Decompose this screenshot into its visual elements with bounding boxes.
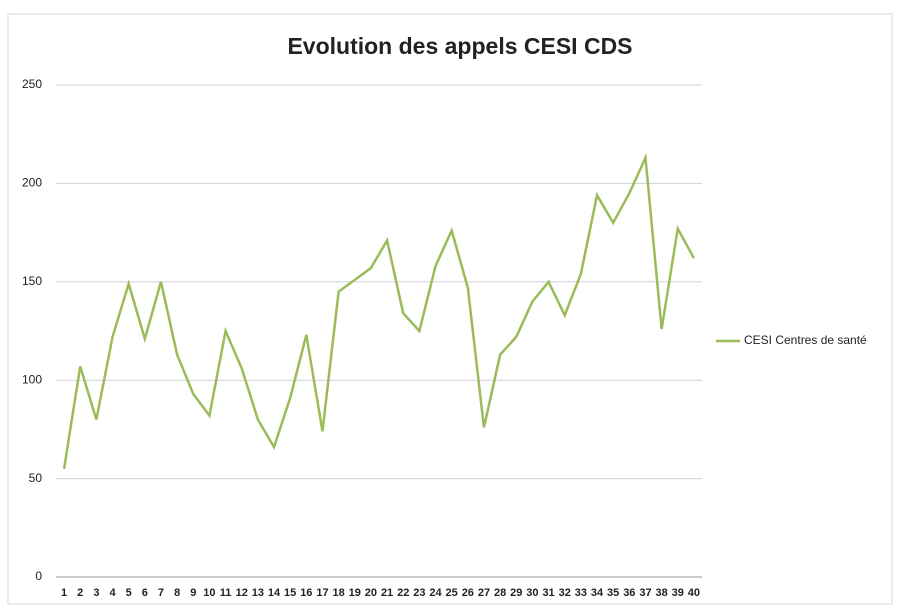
x-tick-label: 36 [623, 587, 635, 599]
x-tick-label: 19 [349, 587, 361, 599]
y-tick-label: 150 [22, 274, 42, 288]
x-tick-label: 3 [93, 587, 99, 599]
data-line [62, 153, 696, 469]
x-tick-label: 37 [639, 587, 651, 599]
y-tick-label: 200 [22, 176, 42, 190]
x-tick-label: 4 [109, 587, 116, 599]
x-tick-label: 1 [61, 587, 67, 599]
x-tick-label: 32 [559, 587, 571, 599]
x-tick-label: 28 [494, 587, 506, 599]
x-tick-label: 10 [203, 587, 215, 599]
x-tick-label: 23 [413, 587, 425, 599]
x-tick-label: 6 [142, 587, 148, 599]
x-tick-label: 30 [526, 587, 538, 599]
x-tick-label: 2 [77, 587, 83, 599]
x-tick-label: 33 [575, 587, 587, 599]
x-tick-label: 12 [236, 587, 248, 599]
x-tick-label: 15 [284, 587, 296, 599]
x-tick-label: 13 [252, 587, 264, 599]
x-tick-label: 26 [462, 587, 474, 599]
x-tick-label: 11 [220, 587, 232, 599]
x-tick-label: 18 [333, 587, 345, 599]
y-tick-label: 50 [29, 471, 43, 485]
x-tick-label: 8 [174, 587, 180, 599]
x-tick-label: 29 [510, 587, 522, 599]
legend-label: CESI Centres de santé [744, 333, 867, 347]
x-tick-label: 40 [688, 587, 700, 599]
x-tick-label: 38 [656, 587, 668, 599]
x-tick-label: 21 [381, 587, 393, 599]
x-tick-label: 27 [478, 587, 490, 599]
chart-frame [7, 13, 893, 605]
y-tick-label: 250 [22, 77, 42, 91]
x-tick-label: 34 [591, 587, 604, 599]
x-tick-label: 24 [429, 587, 442, 599]
x-tick-label: 5 [126, 587, 132, 599]
x-tick-label: 16 [300, 587, 312, 599]
x-tick-label: 14 [268, 587, 281, 599]
x-tick-label: 9 [190, 587, 196, 599]
x-tick-label: 17 [316, 587, 328, 599]
x-tick-label: 7 [158, 587, 164, 599]
y-tick-label: 0 [35, 569, 42, 583]
x-tick-label: 22 [397, 587, 409, 599]
y-tick-label: 100 [22, 372, 42, 386]
x-tick-label: 20 [365, 587, 377, 599]
chart-title: Evolution des appels CESI CDS [287, 33, 632, 59]
x-tick-label: 39 [672, 587, 684, 599]
x-tick-label: 35 [607, 587, 619, 599]
x-tick-label: 31 [542, 587, 554, 599]
x-tick-label: 25 [446, 587, 458, 599]
